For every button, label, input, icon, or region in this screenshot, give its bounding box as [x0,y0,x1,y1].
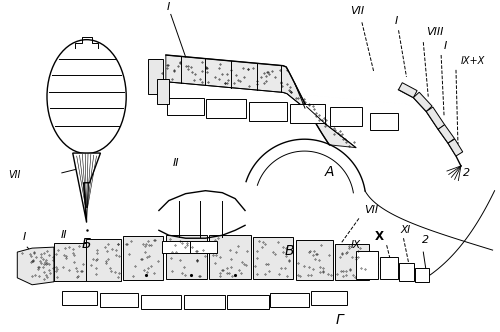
FancyBboxPatch shape [356,251,378,279]
FancyBboxPatch shape [162,241,190,253]
FancyBboxPatch shape [416,268,429,282]
Polygon shape [72,153,101,222]
FancyBboxPatch shape [54,243,86,281]
FancyBboxPatch shape [167,98,204,116]
FancyBboxPatch shape [166,235,207,279]
FancyBboxPatch shape [100,293,138,306]
FancyBboxPatch shape [370,113,398,130]
FancyBboxPatch shape [123,236,163,280]
FancyBboxPatch shape [157,79,169,104]
Text: II: II [60,230,67,240]
Text: A: A [324,165,334,179]
FancyBboxPatch shape [62,291,97,304]
Text: 2: 2 [422,235,429,245]
Text: Б: Б [82,237,92,251]
Text: В: В [285,244,294,258]
Text: VIII: VIII [426,27,444,37]
FancyBboxPatch shape [28,249,56,281]
FancyBboxPatch shape [334,244,370,280]
Polygon shape [166,55,356,148]
Polygon shape [414,92,432,112]
FancyBboxPatch shape [290,104,326,124]
FancyBboxPatch shape [206,99,246,119]
Text: X: X [374,230,384,243]
Polygon shape [18,247,54,285]
FancyBboxPatch shape [296,240,333,280]
Text: IX: IX [351,240,361,250]
FancyBboxPatch shape [249,102,286,122]
Text: Г: Г [335,313,343,327]
Text: I: I [395,16,398,26]
FancyBboxPatch shape [312,291,347,304]
FancyBboxPatch shape [227,295,269,308]
Text: I: I [167,2,170,13]
Text: VII: VII [350,6,364,16]
FancyBboxPatch shape [148,59,164,94]
FancyBboxPatch shape [184,295,225,308]
Polygon shape [448,139,462,156]
Text: II: II [172,158,179,168]
Ellipse shape [47,40,126,154]
FancyBboxPatch shape [141,295,180,308]
FancyBboxPatch shape [86,239,122,281]
Text: I: I [22,232,26,242]
FancyBboxPatch shape [398,263,414,281]
Polygon shape [426,107,444,129]
Text: IX+X: IX+X [461,56,485,66]
FancyBboxPatch shape [190,241,218,253]
Text: VII: VII [364,206,378,215]
Text: VII: VII [8,170,20,180]
Text: I: I [444,41,448,51]
FancyBboxPatch shape [330,107,362,126]
FancyBboxPatch shape [210,235,251,279]
Polygon shape [398,83,417,98]
FancyBboxPatch shape [270,293,310,306]
FancyBboxPatch shape [253,237,292,279]
FancyBboxPatch shape [380,257,398,279]
Text: 2: 2 [463,168,470,178]
Polygon shape [438,125,454,143]
Text: XI: XI [400,225,410,235]
